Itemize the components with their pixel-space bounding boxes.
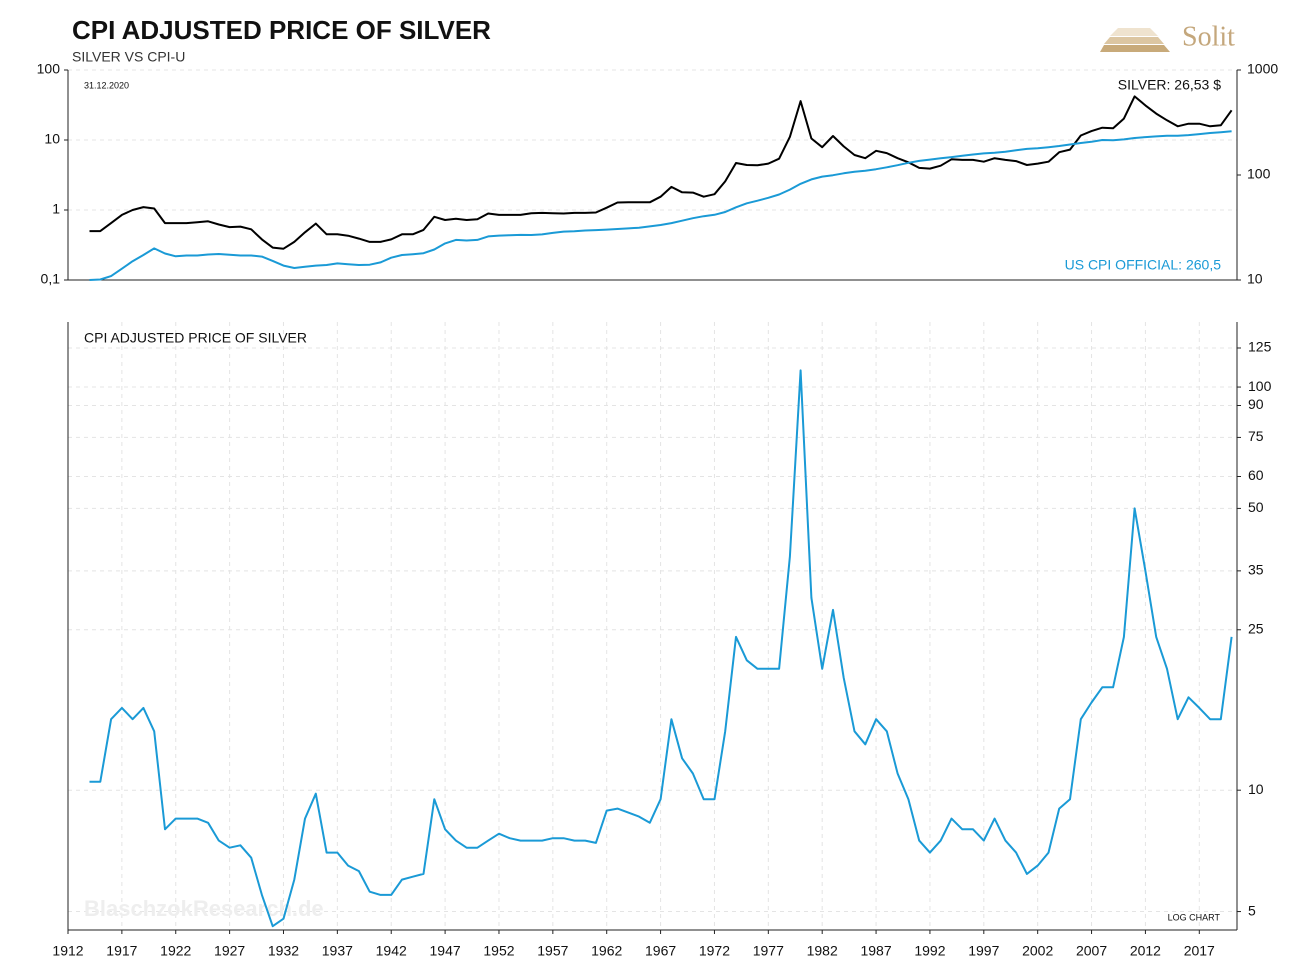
x-tick-label: 2017: [1184, 943, 1215, 959]
x-tick-label: 1987: [860, 943, 891, 959]
x-tick-label: 1992: [914, 943, 945, 959]
x-tick-label: 1927: [214, 943, 245, 959]
x-tick-label: 2012: [1130, 943, 1161, 959]
series-line: [89, 369, 1233, 928]
y-tick-label: 10: [44, 131, 60, 147]
subtitle: SILVER VS CPI-U: [72, 49, 185, 65]
y-tick-label: 0,1: [41, 271, 61, 287]
y-tick-label: 100: [37, 61, 61, 77]
panel-title: CPI ADJUSTED PRICE OF SILVER: [84, 330, 307, 346]
y-tick-label: 1: [52, 201, 60, 217]
x-tick-label: 1937: [322, 943, 353, 959]
y-tick-label: 90: [1248, 396, 1264, 412]
x-tick-label: 1942: [376, 943, 407, 959]
y-tick-label: 35: [1248, 562, 1264, 578]
y-tick-label: 10: [1248, 781, 1264, 797]
x-tick-label: 1932: [268, 943, 299, 959]
y-tick-label: 25: [1248, 620, 1264, 636]
series-line: [89, 95, 1233, 250]
title: CPI ADJUSTED PRICE OF SILVER: [72, 15, 491, 45]
x-tick-label: 1947: [430, 943, 461, 959]
y-tick-label: 75: [1248, 428, 1264, 444]
x-tick-label: 1972: [699, 943, 730, 959]
y-tick-label: 5: [1248, 902, 1256, 918]
y2-tick-label: 100: [1247, 166, 1271, 182]
y2-tick-label: 10: [1247, 271, 1263, 287]
x-tick-label: 1917: [106, 943, 137, 959]
x-tick-label: 1957: [537, 943, 568, 959]
x-tick-label: 1922: [160, 943, 191, 959]
x-tick-label: 2007: [1076, 943, 1107, 959]
x-tick-label: 1967: [645, 943, 676, 959]
x-tick-label: 1962: [591, 943, 622, 959]
y-tick-label: 100: [1248, 378, 1272, 394]
x-tick-label: 1912: [52, 943, 83, 959]
x-tick-label: 1982: [807, 943, 838, 959]
y2-tick-label: 1000: [1247, 61, 1278, 77]
y-tick-label: 60: [1248, 467, 1264, 483]
y-tick-label: 50: [1248, 499, 1264, 515]
brand: Solit: [1182, 21, 1235, 52]
x-tick-label: 1977: [753, 943, 784, 959]
silver-label: SILVER: 26,53 $: [1118, 77, 1221, 93]
y-tick-label: 125: [1248, 339, 1272, 355]
log-note: LOG CHART: [1168, 912, 1221, 922]
cpi-label: US CPI OFFICIAL: 260,5: [1065, 257, 1222, 273]
logo: Solit: [1100, 21, 1235, 52]
x-tick-label: 1997: [968, 943, 999, 959]
x-tick-label: 2002: [1022, 943, 1053, 959]
series-line: [89, 130, 1232, 281]
date: 31.12.2020: [84, 80, 129, 90]
watermark: BlaschzokResearch.de: [84, 896, 324, 921]
x-tick-label: 1952: [483, 943, 514, 959]
